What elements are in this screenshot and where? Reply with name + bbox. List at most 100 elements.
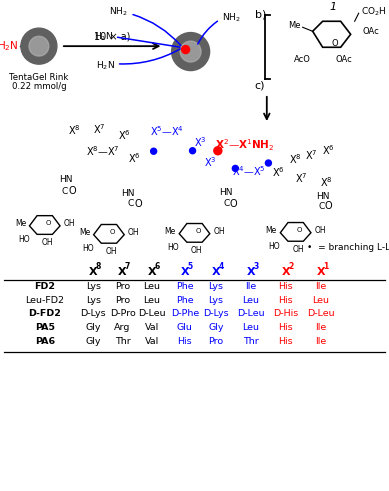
Text: X$^3$: X$^3$ <box>194 136 207 149</box>
Circle shape <box>265 160 272 166</box>
Circle shape <box>151 148 157 154</box>
Text: X$^3$: X$^3$ <box>204 155 216 169</box>
Text: OH: OH <box>292 245 304 254</box>
Text: D-FD2: D-FD2 <box>28 309 61 319</box>
Text: D-His: D-His <box>273 309 298 319</box>
Text: Lys: Lys <box>209 296 223 305</box>
Text: PA6: PA6 <box>35 337 55 346</box>
Text: X: X <box>118 267 127 277</box>
Text: AcO: AcO <box>294 55 311 64</box>
Text: Ile: Ile <box>315 323 326 332</box>
Circle shape <box>172 32 210 71</box>
Text: O: O <box>230 199 237 209</box>
Text: H$_2$N: H$_2$N <box>94 30 113 43</box>
Text: CO$_2$H: CO$_2$H <box>361 5 386 18</box>
Text: C: C <box>128 199 134 208</box>
Text: TentaGel Rink: TentaGel Rink <box>9 73 68 82</box>
Text: X: X <box>247 267 255 277</box>
Text: c): c) <box>255 81 265 91</box>
Text: 7: 7 <box>125 263 130 272</box>
Text: His: His <box>279 337 293 346</box>
Text: Leu: Leu <box>143 296 160 305</box>
Text: Pro: Pro <box>209 337 223 346</box>
Text: Leu: Leu <box>242 296 259 305</box>
Text: OH: OH <box>191 246 203 255</box>
Text: 8: 8 <box>96 263 101 272</box>
Text: His: His <box>279 282 293 291</box>
Text: H$_2$N: H$_2$N <box>0 39 19 53</box>
Text: O: O <box>325 201 333 211</box>
Text: HN: HN <box>122 190 135 198</box>
Text: His: His <box>279 323 293 332</box>
Text: Me: Me <box>266 226 277 235</box>
Text: D-Leu: D-Leu <box>237 309 265 319</box>
Text: Thr: Thr <box>115 337 130 346</box>
Text: 1: 1 <box>329 2 336 12</box>
Text: 0.22 mmol/g: 0.22 mmol/g <box>12 82 66 91</box>
Text: Val: Val <box>145 323 159 332</box>
Text: X: X <box>89 267 98 277</box>
Text: X$^7$: X$^7$ <box>93 122 105 136</box>
Text: Phe: Phe <box>176 282 194 291</box>
Text: X$^6$: X$^6$ <box>118 128 131 142</box>
Text: Thr: Thr <box>243 337 259 346</box>
Text: X$^8$—X$^7$: X$^8$—X$^7$ <box>86 144 120 158</box>
Text: OH: OH <box>128 228 139 237</box>
Text: OH: OH <box>63 219 75 228</box>
Text: D-Leu: D-Leu <box>138 309 166 319</box>
Circle shape <box>29 36 49 56</box>
Text: HN: HN <box>219 189 232 197</box>
Text: Gly: Gly <box>86 337 101 346</box>
Text: O: O <box>134 199 142 209</box>
Text: Leu-FD2: Leu-FD2 <box>25 296 64 305</box>
Text: H$_2$N: H$_2$N <box>96 59 115 72</box>
Text: Ile: Ile <box>315 337 326 346</box>
Text: 6: 6 <box>154 263 159 272</box>
Text: Gly: Gly <box>86 323 101 332</box>
Text: C: C <box>319 202 325 211</box>
Text: Leu: Leu <box>242 323 259 332</box>
Text: D-Pro: D-Pro <box>110 309 135 319</box>
Circle shape <box>214 147 222 155</box>
Text: Me: Me <box>288 21 301 30</box>
Text: OH: OH <box>105 247 117 256</box>
Text: 3: 3 <box>253 263 259 272</box>
Text: X$^6$: X$^6$ <box>272 165 284 179</box>
Text: Leu: Leu <box>312 296 329 305</box>
Text: X$^7$: X$^7$ <box>295 171 308 185</box>
Text: 10 × a): 10 × a) <box>94 31 130 41</box>
Circle shape <box>21 28 57 64</box>
Text: PA5: PA5 <box>35 323 55 332</box>
Text: HN: HN <box>316 192 329 201</box>
Text: HO: HO <box>18 235 30 244</box>
Text: D-Leu: D-Leu <box>307 309 335 319</box>
Text: X$^7$: X$^7$ <box>305 148 317 162</box>
Text: Lys: Lys <box>209 282 223 291</box>
Text: X$^4$—X$^5$: X$^4$—X$^5$ <box>232 164 266 178</box>
Text: OH: OH <box>41 238 53 247</box>
Text: His: His <box>279 296 293 305</box>
Text: Arg: Arg <box>114 323 131 332</box>
Text: O: O <box>195 228 201 234</box>
Text: His: His <box>177 337 192 346</box>
Text: X: X <box>282 267 290 277</box>
Circle shape <box>232 165 238 171</box>
Text: O: O <box>296 227 302 233</box>
Text: Lys: Lys <box>86 282 101 291</box>
Text: Me: Me <box>79 228 90 237</box>
Text: Gly: Gly <box>208 323 224 332</box>
Text: Ile: Ile <box>245 282 256 291</box>
Text: D-Lys: D-Lys <box>203 309 229 319</box>
Text: HO: HO <box>269 242 280 251</box>
Text: X: X <box>147 267 156 277</box>
Text: O: O <box>110 229 115 235</box>
Circle shape <box>182 46 189 54</box>
Text: Me: Me <box>165 227 176 236</box>
Text: X$^8$: X$^8$ <box>68 123 80 137</box>
Text: 1: 1 <box>323 263 329 272</box>
Text: NH$_2$: NH$_2$ <box>222 11 240 24</box>
Text: O: O <box>68 187 76 196</box>
Text: Pro: Pro <box>115 296 130 305</box>
Text: •  = branching L-Lys: • = branching L-Lys <box>307 244 389 252</box>
Text: X: X <box>317 267 325 277</box>
